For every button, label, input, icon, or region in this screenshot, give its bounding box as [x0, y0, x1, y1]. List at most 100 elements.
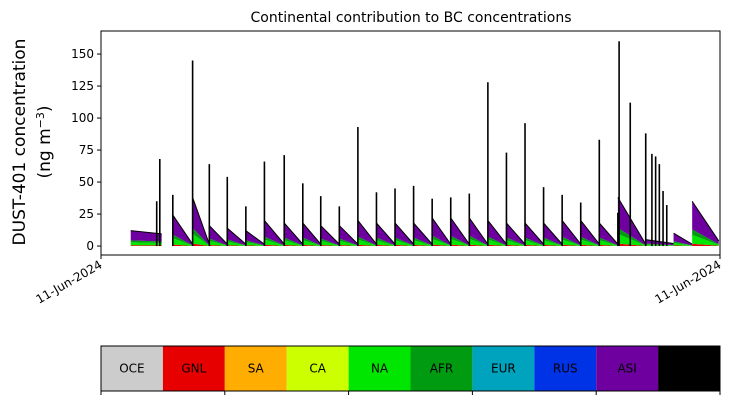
area-episode-0-gnl	[130, 245, 162, 247]
area-episode-8-afr	[302, 237, 321, 246]
legend-label: OCE	[119, 362, 144, 376]
y-axis: 0 25 50 75 100 125 150	[71, 47, 101, 253]
plot-frame	[100, 30, 721, 256]
area-episode-19-gnl	[506, 244, 526, 247]
legend-swatch-aus	[658, 346, 720, 391]
legend-swatch-oce	[101, 346, 163, 391]
legend-swatch-ca	[286, 346, 349, 391]
area-episode-24-na	[599, 240, 618, 246]
area-episode-14-gnl	[413, 244, 433, 247]
y-axis-label: DUST-401 concentration (ng m−3)	[10, 39, 55, 246]
area-episode-3-gnl	[209, 245, 228, 247]
legend-label: EUR	[491, 362, 516, 376]
area-episode-28-afr	[692, 229, 719, 245]
legend-label: AFR	[430, 362, 453, 376]
area-episode-24-gnl	[599, 244, 618, 247]
area-episode-27-afr	[673, 241, 693, 246]
area-episode-13-afr	[395, 237, 414, 246]
area-episode-11-afr	[357, 236, 377, 246]
legend-swatch-asi	[596, 346, 659, 391]
total-envelope-line	[130, 197, 720, 245]
legend-label: SA	[248, 362, 265, 376]
area-episode-18-na	[487, 239, 507, 246]
area-episode-6-afr	[264, 236, 285, 246]
area-episode-16-afr	[450, 235, 470, 246]
area-episode-8-na	[302, 240, 321, 246]
area-episode-4-afr	[227, 239, 246, 246]
area-episode-28-gnl	[692, 243, 719, 247]
legend-label: RUS	[553, 362, 578, 376]
area-episode-7-na	[284, 240, 303, 246]
area-episode-15-afr	[432, 235, 451, 246]
area-episode-16-na	[450, 239, 470, 246]
y-axis-label-line1: DUST-401 concentration	[10, 39, 30, 246]
area-episode-25-na	[617, 233, 646, 246]
area-episode-0-afr	[130, 240, 162, 243]
area-episode-12-na	[376, 240, 396, 246]
x-tick-label: 11-Jun-2024	[34, 257, 105, 306]
y-tick-label: 125	[71, 79, 94, 93]
area-episode-14-na	[413, 240, 433, 246]
y-tick-label: 0	[86, 239, 94, 253]
area-episode-19-afr	[506, 237, 526, 246]
y-axis-unit-suffix: )	[35, 105, 55, 112]
area-episode-9-afr	[320, 238, 340, 246]
y-axis-unit-exponent: −3	[34, 112, 47, 128]
legend-colorbar: OCE GNL SA CA NA AFR EUR RUS ASI AUS	[100, 345, 721, 395]
area-episode-20-afr	[525, 237, 544, 246]
plot-area	[100, 30, 721, 256]
area-episode-2-afr	[192, 228, 210, 246]
area-episode-21-na	[543, 240, 563, 246]
area-episode-21-gnl	[543, 244, 563, 247]
area-episode-1-afr	[172, 234, 193, 246]
area-episode-1-gnl	[172, 244, 193, 247]
area-episode-20-gnl	[525, 244, 544, 247]
area-episode-13-na	[395, 240, 414, 246]
area-episode-2-na	[192, 233, 210, 246]
area-episode-8-gnl	[302, 244, 321, 247]
y-tick-label: 25	[79, 207, 94, 221]
area-episode-14-afr	[413, 237, 433, 246]
area-episode-23-gnl	[580, 244, 600, 247]
area-episode-22-na	[562, 239, 581, 246]
y-axis-unit-prefix: (ng m	[35, 128, 55, 178]
area-episode-3-afr	[209, 238, 228, 246]
area-episode-2-gnl	[192, 243, 210, 247]
legend-swatch-na	[348, 346, 411, 391]
legend-label: CA	[309, 362, 326, 376]
area-episode-18-afr	[487, 236, 507, 246]
y-tick-label: 150	[71, 47, 94, 61]
area-episode-10-na	[339, 240, 358, 246]
area-episode-11-gnl	[357, 244, 377, 247]
area-episode-22-gnl	[562, 244, 581, 247]
stacked-areas	[130, 41, 720, 247]
area-episode-15-na	[432, 239, 451, 246]
legend-label: GNL	[181, 362, 206, 376]
area-episode-19-na	[506, 240, 526, 246]
area-episode-5-afr	[245, 240, 265, 246]
total-spikes	[155, 41, 668, 247]
area-episode-23-afr	[580, 236, 600, 246]
legend-swatch-afr	[410, 346, 473, 391]
area-episode-1-na	[172, 238, 193, 246]
area-episode-18-gnl	[487, 244, 507, 247]
y-tick-label: 50	[79, 175, 94, 189]
area-episode-9-na	[320, 240, 340, 246]
y-tick-label: 75	[79, 143, 94, 157]
area-episode-28-na	[692, 234, 719, 246]
area-episode-7-gnl	[284, 244, 303, 247]
legend-label: NA	[371, 362, 389, 376]
area-episode-17-afr	[469, 235, 488, 246]
area-episode-12-gnl	[376, 244, 396, 247]
y-axis-label-line2: (ng m−3)	[34, 105, 56, 178]
area-episode-17-na	[469, 239, 488, 246]
area-episode-27-gnl	[673, 245, 693, 247]
legend-label: ASI	[617, 362, 636, 376]
area-episode-4-na	[227, 241, 246, 246]
area-episode-9-gnl	[320, 245, 340, 247]
area-episode-7-afr	[284, 237, 303, 246]
area-episode-13-gnl	[395, 244, 414, 247]
area-episode-27-na	[673, 242, 693, 246]
area-episode-0-na	[130, 242, 162, 246]
